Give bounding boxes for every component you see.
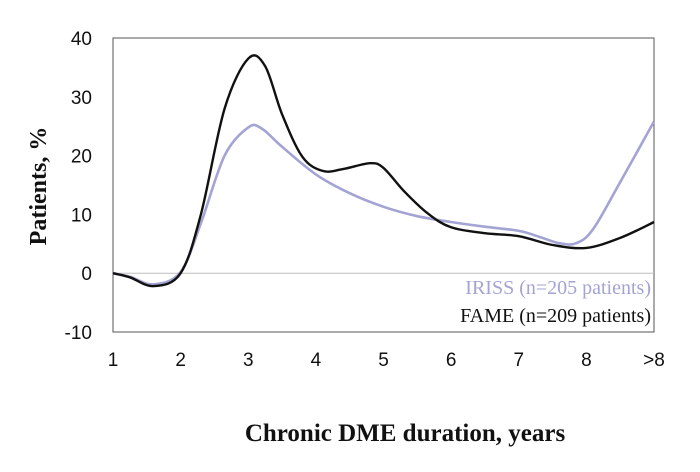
plot-area: [112, 37, 655, 333]
x-tick-label: 5: [378, 350, 389, 371]
x-tick-labels: 1 2 3 4 5 6 7 8 >8: [108, 350, 665, 371]
legend-item-iriss: IRISS (n=205 patients): [465, 277, 651, 299]
series-line-iriss: [112, 120, 656, 286]
x-tick-label: 3: [243, 350, 254, 371]
x-tick-label: 8: [581, 350, 592, 371]
legend: IRISS (n=205 patients) FAME (n=209 patien…: [460, 277, 651, 327]
series-line-fame: [112, 54, 655, 288]
x-tick-label: 2: [175, 350, 186, 371]
x-axis-label: Chronic DME duration, years: [245, 420, 566, 447]
legend-item-fame: FAME (n=209 patients): [460, 305, 651, 327]
y-tick-label: 20: [71, 147, 92, 168]
y-tick-label: 40: [71, 29, 92, 50]
y-axis-label: Patients, %: [26, 127, 52, 246]
y-tick-label: 10: [71, 205, 92, 226]
plot-frame: [112, 37, 655, 333]
x-tick-label: 4: [311, 350, 322, 371]
x-tick-label: 7: [513, 350, 524, 371]
x-tick-label: 6: [446, 350, 457, 371]
y-tick-label: 0: [81, 264, 92, 285]
series-lines: [112, 54, 656, 288]
y-tick-label: 30: [71, 88, 92, 109]
y-tick-label: -10: [65, 323, 92, 344]
y-tick-labels: 40 30 20 10 0 -10: [65, 29, 92, 344]
x-tick-label: >8: [643, 350, 665, 371]
x-tick-label: 1: [108, 350, 119, 371]
